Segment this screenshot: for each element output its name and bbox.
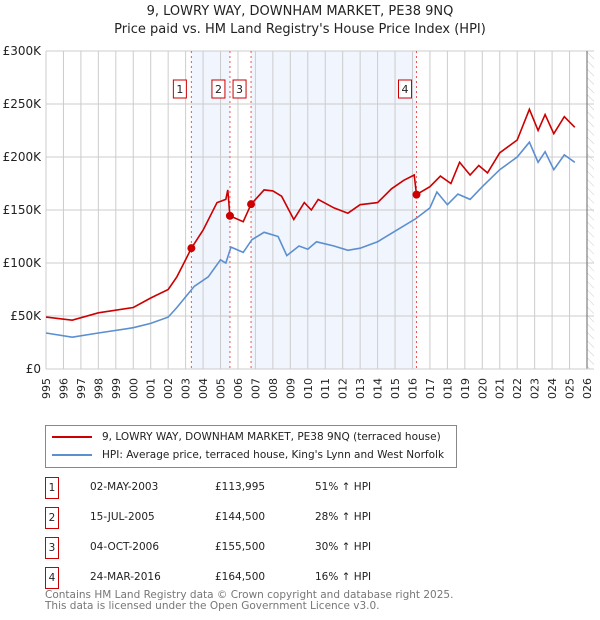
y-tick-label: £100K — [3, 256, 43, 270]
sale-point — [412, 190, 421, 199]
y-tick-label: £0 — [26, 362, 41, 376]
sale-marker-box — [172, 79, 187, 99]
x-tick-label: 2011 — [319, 378, 332, 400]
x-tick-label: 2020 — [476, 378, 489, 400]
x-tick-label: 2008 — [267, 378, 280, 400]
sale-number-badge: 1 — [45, 477, 59, 499]
sale-hpi-diff: 16% ↑ HPI — [315, 571, 372, 583]
y-tick-label: £150K — [3, 203, 43, 217]
legend: 9, LOWRY WAY, DOWNHAM MARKET, PE38 9NQ (… — [45, 425, 457, 468]
sale-number-badge: 4 — [45, 567, 59, 589]
chart-subtitle: Price paid vs. HM Land Registry's House … — [114, 22, 486, 37]
x-tick-label: 2024 — [546, 378, 559, 400]
sale-marker-box — [232, 79, 247, 99]
x-tick-label: 2013 — [354, 378, 367, 400]
sale-point — [225, 211, 234, 220]
sale-marker-label: 2 — [215, 83, 222, 96]
legend-item-hpi: HPI: Average price, terraced house, King… — [52, 447, 444, 463]
sale-date: 15-JUL-2005 — [90, 511, 155, 523]
x-tick-label: 2003 — [180, 378, 193, 400]
x-tick-label: 2009 — [284, 378, 297, 400]
legend-swatch-blue — [52, 454, 92, 456]
x-tick-label: 1998 — [92, 378, 105, 400]
x-tick-label: 1995 — [40, 378, 53, 400]
chart-title: 9, LOWRY WAY, DOWNHAM MARKET, PE38 9NQ — [146, 4, 454, 19]
x-tick-label: 2016 — [406, 378, 419, 400]
y-tick-label: £50K — [10, 309, 42, 323]
x-tick-label: 1999 — [110, 378, 123, 400]
x-tick-label: 2007 — [249, 378, 262, 400]
x-tick-label: 2023 — [529, 378, 542, 400]
legend-swatch-red — [52, 436, 92, 438]
x-tick-label: 1997 — [75, 378, 88, 400]
x-tick-label: 2004 — [197, 378, 210, 400]
sales-row: 4 24-MAR-2016 £164,500 16% ↑ HPI — [45, 567, 445, 589]
sales-row: 2 15-JUL-2005 £144,500 28% ↑ HPI — [45, 507, 445, 529]
sale-number-badge: 2 — [45, 507, 59, 529]
hpi-line — [45, 140, 576, 339]
sale-date: 04-OCT-2006 — [90, 541, 159, 553]
sale-marker-box — [397, 79, 412, 99]
footer-line: This data is licensed under the Open Gov… — [45, 600, 380, 612]
legend-label: 9, LOWRY WAY, DOWNHAM MARKET, PE38 9NQ (… — [102, 431, 441, 443]
sale-marker-box — [211, 79, 226, 99]
sale-price: £113,995 — [215, 481, 266, 493]
x-tick-label: 2026 — [581, 378, 594, 400]
sale-marker-label: 3 — [236, 83, 243, 96]
x-tick-label: 2018 — [441, 378, 454, 400]
x-tick-label: 2005 — [215, 378, 228, 400]
sale-point — [187, 244, 196, 253]
legend-label: HPI: Average price, terraced house, King… — [102, 449, 445, 461]
x-tick-label: 2025 — [564, 378, 577, 400]
x-tick-label: 2010 — [302, 378, 315, 400]
legend-item-property: 9, LOWRY WAY, DOWNHAM MARKET, PE38 9NQ (… — [52, 429, 441, 445]
x-tick-label: 1996 — [57, 378, 70, 400]
plot-area: 1995 1996 1997 1998 1999 2000 2001 2002 2003 2004… — [3, 44, 594, 400]
sale-hpi-diff: 30% ↑ HPI — [315, 541, 372, 553]
sale-price: £164,500 — [215, 571, 266, 583]
y-tick-label: £250K — [3, 97, 43, 111]
x-tick-label: 2021 — [494, 378, 507, 400]
x-tick-label: 2001 — [145, 378, 158, 400]
sale-price: £144,500 — [215, 511, 266, 523]
sale-date: 24-MAR-2016 — [90, 571, 161, 583]
sale-price: £155,500 — [215, 541, 266, 553]
x-tick-label: 2019 — [459, 378, 472, 400]
x-tick-label: 2017 — [424, 378, 437, 400]
sale-marker-label: 4 — [401, 83, 408, 96]
footer: Contains HM Land Registry data © Crown c… — [45, 590, 453, 612]
sale-hpi-diff: 51% ↑ HPI — [315, 481, 372, 493]
sales-row: 1 02-MAY-2003 £113,995 51% ↑ HPI — [45, 477, 445, 499]
sale-marker-label: 1 — [176, 83, 183, 96]
sales-row: 3 04-OCT-2006 £155,500 30% ↑ HPI — [45, 537, 445, 559]
x-tick-label: 2000 — [127, 378, 140, 400]
sale-date: 02-MAY-2003 — [90, 481, 159, 493]
y-tick-label: £300K — [3, 44, 43, 58]
sale-hpi-diff: 28% ↑ HPI — [315, 511, 372, 523]
x-tick-label: 2015 — [389, 378, 402, 400]
x-tick-label: 2002 — [162, 378, 175, 400]
x-tick-label: 2012 — [337, 378, 350, 400]
property-price-line — [45, 107, 576, 322]
x-tick-label: 2022 — [511, 378, 524, 400]
sale-number-badge: 3 — [45, 537, 59, 559]
x-tick-label: 2006 — [232, 378, 245, 400]
footer-line: Contains HM Land Registry data © Crown c… — [45, 589, 454, 601]
x-tick-label: 2014 — [372, 378, 385, 400]
y-tick-label: £200K — [3, 150, 43, 164]
sale-point — [247, 200, 256, 209]
